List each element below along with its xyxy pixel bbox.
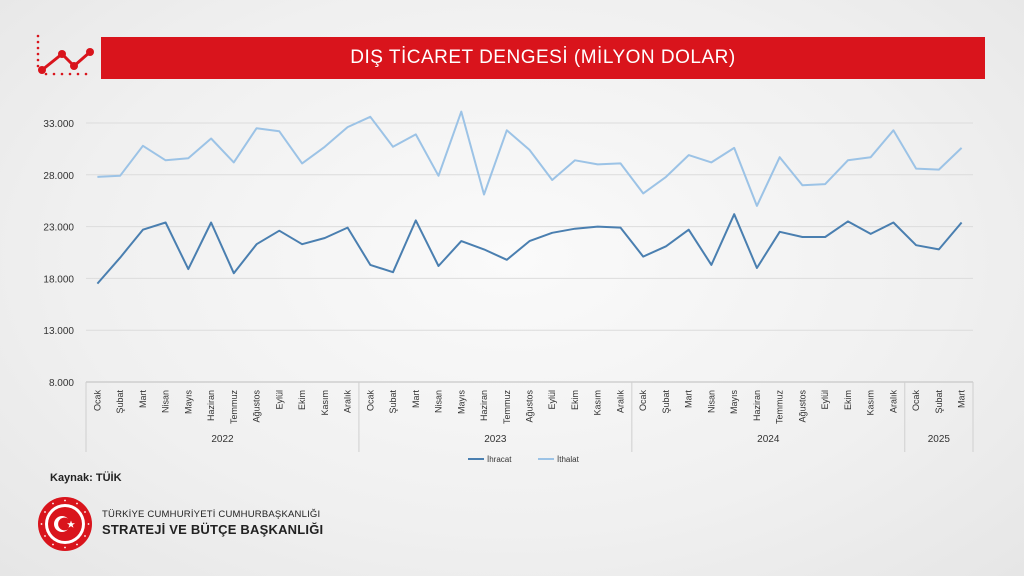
x-axis-labels: Ocak Şubat Mart Nisan Mayıs Haziran Temmuz Ağus… [92,390,966,425]
x-tick-label: Mart [138,390,148,408]
source-label: Kaynak: TÜİK [50,472,122,484]
y-tick-label: 13.000 [43,326,74,337]
x-tick-label: Eylül [547,390,557,410]
legend: İhracat İthalat [468,455,580,464]
x-tick-label: Ekim [843,390,853,410]
x-tick-label: Kasım [593,390,603,416]
year-label: 2024 [757,434,780,445]
x-tick-label: Şubat [115,390,125,414]
x-tick-label: Ağustos [252,390,262,423]
x-tick-label: Nisan [161,390,171,413]
x-tick-label: Şubat [661,390,671,414]
x-tick-label: Mayıs [183,390,193,415]
x-tick-label: Mart [411,390,421,408]
x-tick-label: Ağustos [797,390,807,423]
y-tick-label: 18.000 [43,274,74,285]
x-tick-label: Ocak [638,390,648,412]
x-tick-label: Kasım [320,390,330,416]
x-tick-label: Ocak [92,390,102,412]
x-tick-label: Ağustos [525,390,535,423]
year-label: 2023 [484,434,507,445]
x-tick-label: Nisan [434,390,444,413]
x-tick-label: Şubat [388,390,398,414]
x-tick-label: Ocak [365,390,375,412]
y-tick-label: 23.000 [43,223,74,234]
x-tick-label: Temmuz [229,390,239,425]
footer-organization: TÜRKİYE CUMHURİYETİ CUMHURBAŞKANLIĞI STR… [102,509,323,537]
year-label: 2022 [211,434,234,445]
x-tick-label: Nisan [706,390,716,413]
x-tick-label: Ocak [911,390,921,412]
x-tick-label: Şubat [934,390,944,414]
y-tick-label: 8.000 [49,378,74,389]
legend-label: İhracat [487,455,512,464]
series-line-ithalat [97,110,963,207]
x-tick-label: Mayıs [729,390,739,415]
x-tick-label: Kasım [866,390,876,416]
chart-trend-icon [36,34,94,76]
x-tick-label: Haziran [479,390,489,421]
x-tick-label: Aralık [888,390,898,414]
year-labels: 2022 2023 2024 2025 [85,382,974,452]
x-tick-label: Aralık [615,390,625,414]
presidency-seal-logo [38,497,92,551]
x-tick-label: Ekim [297,390,307,410]
x-tick-label: Temmuz [502,390,512,425]
legend-label: İthalat [557,455,580,464]
series-lines [96,110,963,285]
page-title: DIŞ TİCARET DENGESİ (MİLYON DOLAR) [350,47,736,68]
org-line-1: TÜRKİYE CUMHURİYETİ CUMHURBAŞKANLIĞI [102,509,321,520]
x-tick-label: Mart [684,390,694,408]
chart-grid [86,122,973,383]
x-tick-label: Mayıs [456,390,466,415]
x-tick-label: Haziran [206,390,216,421]
x-tick-label: Eylül [820,390,830,410]
x-tick-label: Eylül [274,390,284,410]
series-line-ihracat [96,213,963,285]
org-line-2: STRATEJİ VE BÜTÇE BAŞKANLIĞI [102,522,324,537]
y-tick-label: 28.000 [43,171,74,182]
title-bar: DIŞ TİCARET DENGESİ (MİLYON DOLAR) [101,37,985,79]
year-label: 2025 [928,434,951,445]
x-tick-label: Mart [957,390,967,408]
x-tick-label: Ekim [570,390,580,410]
y-tick-label: 33.000 [43,119,74,130]
y-axis-labels: 8.000 13.000 18.000 23.000 28.000 33.000 [43,119,74,389]
x-tick-label: Haziran [752,390,762,421]
x-tick-label: Temmuz [775,390,785,425]
x-tick-label: Aralık [343,390,353,414]
